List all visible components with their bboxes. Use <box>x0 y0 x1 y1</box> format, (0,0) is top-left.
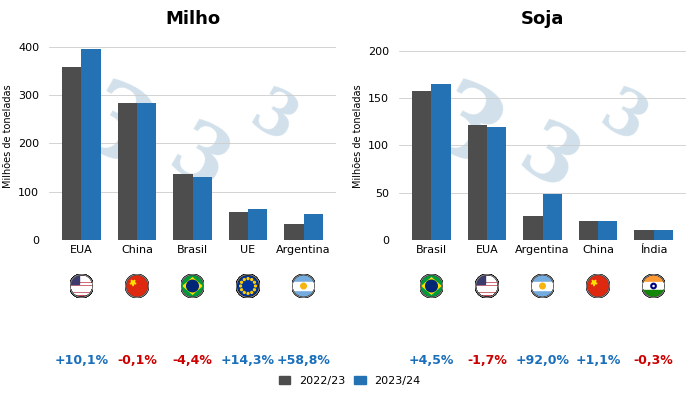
Bar <box>531 282 554 290</box>
Bar <box>173 174 193 240</box>
Polygon shape <box>591 280 597 286</box>
Bar <box>81 50 101 240</box>
Bar <box>70 289 93 291</box>
Text: 3: 3 <box>58 72 167 191</box>
Text: +14,3%: +14,3% <box>221 354 275 366</box>
Bar <box>70 276 93 278</box>
Text: 3: 3 <box>408 72 517 191</box>
Circle shape <box>251 292 253 293</box>
Bar <box>284 224 304 240</box>
Text: 3: 3 <box>239 83 307 156</box>
Text: +92,0%: +92,0% <box>515 354 570 366</box>
Bar <box>487 128 506 240</box>
Circle shape <box>255 285 256 287</box>
Bar <box>542 194 562 240</box>
Bar <box>412 91 431 240</box>
Circle shape <box>251 279 253 280</box>
Text: +10,1%: +10,1% <box>55 354 108 366</box>
Circle shape <box>540 283 545 289</box>
Bar <box>475 293 498 294</box>
Bar <box>654 230 673 240</box>
Text: 3: 3 <box>589 83 657 156</box>
Polygon shape <box>183 278 202 294</box>
Circle shape <box>247 278 249 280</box>
Bar <box>193 177 212 240</box>
Bar <box>475 286 498 288</box>
Bar <box>598 221 617 240</box>
Text: -1,7%: -1,7% <box>467 354 507 366</box>
Bar <box>468 125 487 240</box>
Bar <box>475 283 498 284</box>
Text: -0,1%: -0,1% <box>117 354 157 366</box>
Bar <box>70 286 93 288</box>
Polygon shape <box>130 280 136 286</box>
Bar <box>70 274 79 284</box>
Circle shape <box>187 280 198 292</box>
Bar <box>70 283 93 284</box>
Polygon shape <box>422 278 441 294</box>
Circle shape <box>301 283 307 289</box>
Bar <box>634 230 654 240</box>
Circle shape <box>244 292 245 293</box>
Bar <box>70 293 93 294</box>
Circle shape <box>426 280 438 292</box>
Legend: 2022/23, 2023/24: 2022/23, 2023/24 <box>275 372 425 390</box>
Bar <box>475 289 498 291</box>
Text: -0,3%: -0,3% <box>634 354 673 366</box>
Bar <box>475 274 484 284</box>
Bar <box>431 84 451 240</box>
Text: -4,4%: -4,4% <box>173 354 212 366</box>
Circle shape <box>239 285 241 287</box>
Bar <box>229 212 248 240</box>
Bar <box>304 214 323 240</box>
Bar <box>137 103 156 240</box>
Circle shape <box>253 281 256 283</box>
Circle shape <box>241 281 242 283</box>
Bar <box>523 216 542 240</box>
Circle shape <box>244 279 245 280</box>
Bar <box>292 282 315 290</box>
Text: 3: 3 <box>506 114 591 208</box>
Y-axis label: Milhões de toneladas: Milhões de toneladas <box>353 84 363 188</box>
Text: +1,1%: +1,1% <box>575 354 621 366</box>
Bar <box>475 279 498 281</box>
Text: +58,8%: +58,8% <box>276 354 330 366</box>
Bar <box>642 290 665 298</box>
Bar <box>475 276 498 278</box>
Bar <box>118 103 137 240</box>
Circle shape <box>247 292 249 294</box>
Title: Soja: Soja <box>521 10 564 28</box>
Bar <box>642 282 665 290</box>
Bar <box>248 208 267 240</box>
Bar <box>70 279 93 281</box>
Circle shape <box>241 289 242 291</box>
Circle shape <box>253 289 256 291</box>
Title: Milho: Milho <box>165 10 220 28</box>
Text: +4,5%: +4,5% <box>409 354 454 366</box>
Y-axis label: Milhões de toneladas: Milhões de toneladas <box>3 84 13 188</box>
Bar <box>62 67 81 240</box>
Bar <box>579 221 598 240</box>
Text: 3: 3 <box>156 114 241 208</box>
